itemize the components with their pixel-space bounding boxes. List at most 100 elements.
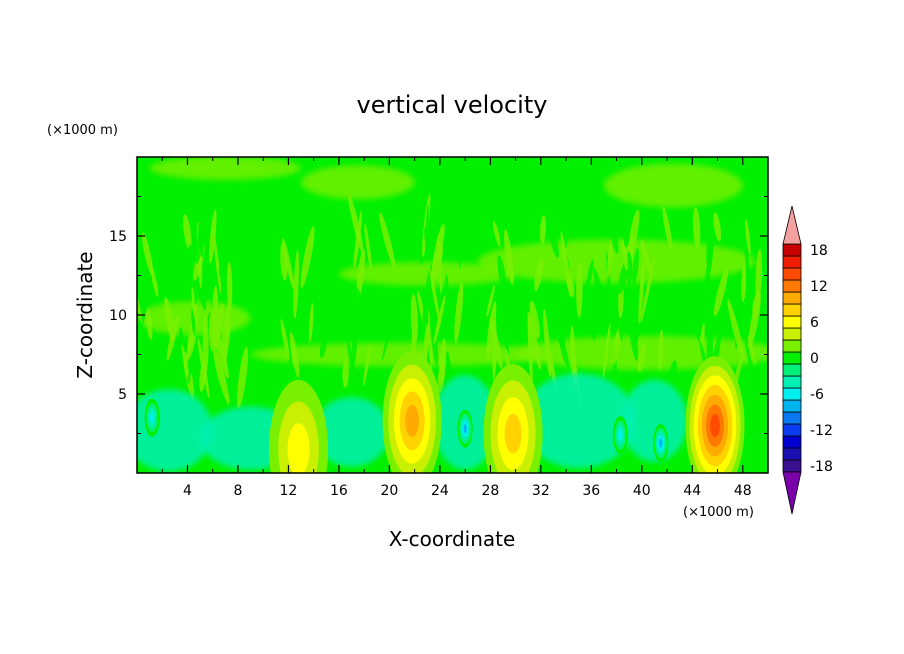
contour-streak [640,256,656,323]
contour-streak [504,229,514,286]
colorbar-max-arrow [782,205,802,245]
contour-streak [439,338,447,385]
contour-streak [612,325,622,366]
contour-streak [527,311,541,370]
contour-streak [202,316,209,376]
contour-streak [628,209,640,259]
contour-streak [280,318,290,360]
contour-streak [658,329,664,371]
contour-streak [602,322,611,380]
contour-streak [518,303,526,332]
contour-streak [224,315,231,364]
contour-streak [744,334,758,396]
contour-streak [166,314,179,361]
colorbar-box [782,255,802,269]
contour-streak [540,215,546,245]
contour-streak [623,218,631,248]
contour-streak [755,249,763,302]
colorbar-box [782,363,802,377]
updraft-contour [504,413,522,454]
contour-streak [379,212,396,268]
contour-streak [627,307,639,362]
x-tick-label: 48 [734,483,752,499]
contour-streak [226,261,233,311]
contour-streak [437,234,442,295]
updraft-contour [710,414,720,438]
colorbar-box [782,267,802,281]
x-tick-label: 32 [532,483,550,499]
updraft-contour [287,423,310,473]
colorbar-box [782,375,802,389]
contour-streak [141,232,154,276]
contour-streak [560,231,572,297]
contour-streak [486,285,495,318]
contour-streak [423,324,430,360]
contour-streak [241,227,248,278]
colorbar-label: 18 [810,243,828,259]
contour-streak [157,262,163,293]
contour-streak [309,302,314,343]
colorbar-box [782,315,802,329]
contour-streak [706,237,712,266]
contour-streak [703,237,715,301]
downdraft-contour [149,412,155,424]
contour-streak [741,261,747,302]
contour-streak [621,239,628,271]
colorbar-box [782,243,802,257]
colorbar-label: 0 [810,351,819,367]
colorbar-box [782,291,802,305]
contour-streak [195,201,208,265]
contour-streak [382,310,395,361]
contour-streak [213,347,230,405]
contour-streak [529,300,540,339]
contour-streak [191,308,196,337]
colorbar-box [782,303,802,317]
weak-updraft-band [603,163,743,208]
weak-updraft-band [149,157,302,181]
x-tick-label: 40 [633,483,651,499]
contour-streak [356,249,366,300]
colorbar-box [782,411,802,425]
contour-streak [183,214,192,250]
contour-streak [669,360,678,387]
x-unit-label: (×1000 m) [683,505,754,520]
contour-streak [727,299,745,362]
contour-streak [637,341,646,373]
contour-streak [142,330,155,368]
contour-streak [497,254,508,299]
contour-streak [137,197,146,250]
contour-streak [585,259,594,296]
contour-streak [422,264,433,329]
contour-streak [459,201,463,270]
downdraft-zone [521,373,636,469]
contour-streak [425,204,430,259]
weak-updraft-band [301,165,415,200]
contour-streak [313,256,327,305]
colorbar-box [782,279,802,293]
colorbar-box [782,399,802,413]
contour-streak [486,301,497,362]
contour-streak [706,276,716,313]
contour-streak [213,231,222,295]
contour-field [137,157,768,473]
contour-streak [410,294,418,344]
contour-streak [743,218,750,286]
contour-streak [278,262,282,315]
weak-updraft-band [477,239,756,284]
contour-streak [543,308,552,378]
contour-streak [236,346,248,409]
colorbar-box [782,327,802,341]
colorbar-box [782,459,802,473]
contour-streak [713,268,728,317]
colorbar-box [782,435,802,449]
contour-streak [293,250,300,320]
contour-streak [638,259,645,325]
contour-streak [150,266,159,298]
contour-streak [363,343,371,387]
weak-updraft-band [250,342,554,367]
contour-streak [445,351,452,389]
contour-streak [188,244,207,311]
contour-streak [146,308,153,341]
colorbar-label: -12 [810,423,833,439]
